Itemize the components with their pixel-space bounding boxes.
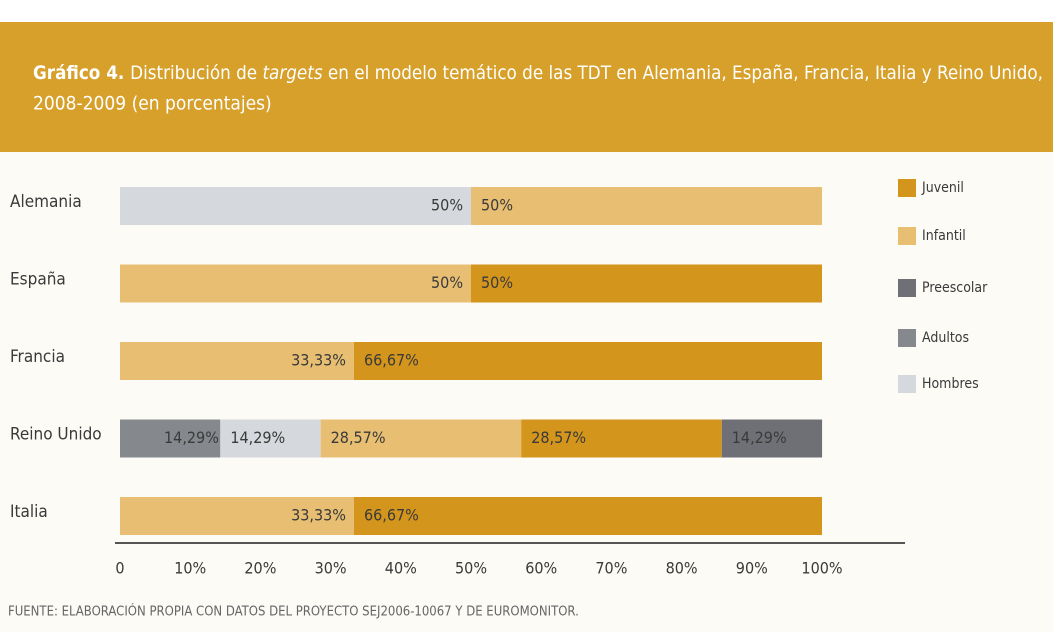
title-line: Gráfico 4. Distribución de targets en el … (33, 62, 1043, 84)
bar-segment (353, 497, 822, 535)
bar-segment (120, 264, 471, 303)
legend-swatch (898, 227, 916, 245)
x-tick-label: 30% (315, 559, 347, 578)
data-label: 33,33% (291, 506, 346, 525)
y-tick-label: Alemania (10, 192, 82, 212)
x-tick-label: 10% (174, 559, 206, 578)
x-tick-label: 70% (595, 559, 627, 578)
x-tick-label: 20% (244, 559, 276, 578)
x-tick-label: 60% (525, 559, 557, 578)
legend-label: Hombres (922, 376, 979, 392)
bar-segment (353, 342, 822, 380)
data-label: 66,67% (364, 506, 419, 525)
legend-swatch (898, 375, 916, 393)
legend-label: Adultos (922, 330, 969, 346)
data-label: 14,29% (164, 428, 219, 447)
source: FUENTE: ELABORACIÓN PROPIA CON DATOS DEL… (8, 604, 579, 620)
title-prefix: Gráfico 4. (33, 62, 124, 84)
bar-segment (120, 187, 471, 225)
top-margin (0, 0, 1053, 22)
header (0, 22, 1053, 152)
title-part: Distribución de (130, 62, 262, 84)
bar-segment (220, 419, 321, 458)
bar-segment (120, 342, 354, 380)
data-label: 66,67% (364, 351, 419, 370)
x-tick-label: 80% (666, 559, 698, 578)
y-tick-label: Italia (10, 502, 48, 522)
x-tick-label: 90% (736, 559, 768, 578)
data-label: 14,29% (732, 428, 787, 447)
data-label: 28,57% (531, 428, 586, 447)
y-tick-label: Reino Unido (10, 425, 102, 445)
bar-segment (120, 419, 221, 458)
bar-segment (471, 187, 822, 225)
y-tick-label: España (10, 270, 66, 290)
bar-segment (120, 497, 354, 535)
x-tick-label: 50% (455, 559, 487, 578)
data-label: 14,29% (230, 428, 285, 447)
legend-label: Preescolar (922, 280, 988, 296)
legend-swatch (898, 179, 916, 197)
data-label: 33,33% (291, 351, 346, 370)
x-tick-label: 40% (385, 559, 417, 578)
bar-segment (721, 419, 823, 458)
title-part: en el modelo temático de las TDT en Alem… (323, 62, 1043, 84)
bar-segment (471, 264, 822, 303)
title-part: targets (262, 62, 322, 84)
legend-label: Juvenil (921, 180, 964, 196)
data-label: 50% (431, 196, 463, 215)
legend-swatch (898, 279, 916, 297)
y-tick-label: Francia (10, 347, 65, 367)
data-label: 28,57% (331, 428, 386, 447)
data-label: 50% (481, 273, 513, 292)
title-line-2: 2008-2009 (en porcentajes) (33, 93, 272, 115)
bar-segment (320, 419, 522, 458)
legend-label: Infantil (922, 228, 966, 244)
data-label: 50% (481, 196, 513, 215)
x-tick-label: 0 (115, 559, 124, 578)
legend-swatch (898, 329, 916, 347)
bar-segment (521, 419, 722, 458)
data-label: 50% (431, 273, 463, 292)
x-tick-label: 100% (801, 559, 842, 578)
